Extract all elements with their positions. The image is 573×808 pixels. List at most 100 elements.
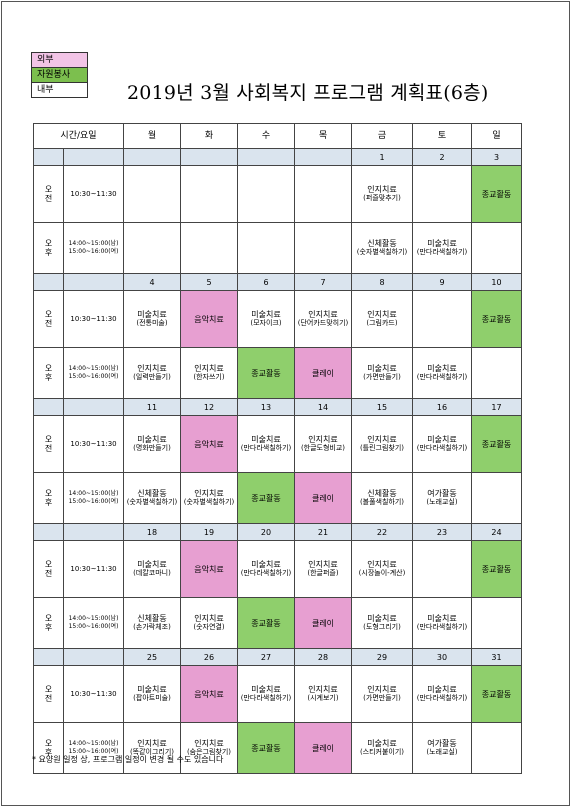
time-cell: 14:00~15:00(남) 15:00~16:00(여)	[63, 722, 124, 774]
period-char: 후	[44, 498, 53, 507]
activity-cell: 인지치료 (숫자연결)	[180, 597, 238, 649]
date-cell	[294, 148, 352, 166]
activity-detail: (만다라색칠하기)	[416, 248, 468, 256]
activity-cell: 클레이	[294, 347, 352, 399]
period-char: 오	[44, 364, 53, 373]
period-char: 후	[44, 748, 53, 757]
activity-cell	[123, 222, 181, 274]
activity-cell	[471, 347, 522, 399]
period-char: 전	[44, 444, 53, 453]
activity-detail: (숨은그림찾기)	[186, 748, 232, 756]
time-text: 10:30~11:30	[70, 439, 117, 448]
date-cell: 15	[351, 398, 413, 416]
activity-name: 신체활동	[137, 489, 167, 498]
period-char: 후	[44, 373, 53, 382]
time-text: 10:30~11:30	[70, 689, 117, 698]
time-text: 15:00~16:00(여)	[68, 248, 119, 255]
day-header: 목	[294, 123, 352, 149]
date-cell: 17	[471, 398, 522, 416]
date-cell: 19	[180, 523, 238, 541]
date-cell: 6	[237, 273, 295, 291]
activity-cell: 종교활동	[237, 472, 295, 524]
activity-cell: 신체활동 (숫자별색칠하기)	[123, 472, 181, 524]
activity-cell: 종교활동	[471, 415, 522, 473]
activity-name: 클레이	[311, 493, 335, 503]
date-cell: 21	[294, 523, 352, 541]
date-cell: 23	[412, 523, 472, 541]
legend-internal: 내부	[31, 82, 88, 98]
day-header: 월	[123, 123, 181, 149]
date-cell: 7	[294, 273, 352, 291]
activity-name: 신체활동	[367, 489, 397, 498]
activity-cell: 인지치료 (단어카드맞히기)	[294, 290, 352, 348]
activity-cell: 클레이	[294, 722, 352, 774]
activity-cell	[237, 222, 295, 274]
activity-cell: 신체활동 (숫자별색칠하기)	[351, 222, 413, 274]
period-char: 후	[44, 623, 53, 632]
activity-cell: 신체활동 (볼풀색칠하기)	[351, 472, 413, 524]
activity-detail: (한글퍼즐)	[307, 569, 339, 577]
activity-detail: (숫자별색칠하기)	[356, 248, 408, 256]
legend-external: 외부	[31, 52, 88, 68]
activity-name: 인지치료	[194, 614, 224, 623]
activity-detail: (한글도형비교)	[300, 444, 346, 452]
period-char: 오	[44, 239, 53, 248]
activity-name: 여가활동	[427, 739, 457, 748]
date-cell: 4	[123, 273, 181, 291]
activity-detail: (그림카드)	[366, 319, 398, 327]
time-cell: 10:30~11:30	[63, 290, 124, 348]
activity-name: 음악치료	[194, 564, 224, 574]
activity-detail: (만다라색칠하기)	[416, 694, 468, 702]
activity-cell: 인지치료 (시장놀이-계산)	[351, 540, 413, 598]
activity-detail: (단어카드맞히기)	[297, 319, 349, 327]
activity-name: 신체활동	[137, 614, 167, 623]
activity-cell: 인지치료 (한글도형비교)	[294, 415, 352, 473]
activity-detail: (숫자연결)	[193, 623, 225, 631]
day-header: 토	[412, 123, 472, 149]
activity-detail: (만다라색칠하기)	[416, 444, 468, 452]
activity-cell: 여가활동 (노래교실)	[412, 722, 472, 774]
activity-cell	[237, 165, 295, 223]
activity-detail: (가면만들기)	[363, 694, 401, 702]
date-row-spacer	[63, 398, 124, 416]
activity-name: 종교활동	[251, 743, 281, 753]
activity-name: 미술치료	[137, 435, 167, 444]
date-cell	[123, 148, 181, 166]
activity-cell: 신체활동 (손가락체조)	[123, 597, 181, 649]
activity-cell: 종교활동	[471, 165, 522, 223]
activity-name: 미술치료	[427, 364, 457, 373]
morning-row: 오 전 10:30~11:30 미술치료 (데칼코마니) 음악치료 미술치료 (만다라색칠하기…	[33, 540, 522, 598]
date-cell: 2	[412, 148, 472, 166]
activity-detail: (도형그리기)	[363, 623, 401, 631]
activity-cell: 종교활동	[237, 597, 295, 649]
activity-cell: 종교활동	[471, 540, 522, 598]
activity-name: 미술치료	[251, 435, 281, 444]
activity-detail: (명화만들기)	[133, 444, 171, 452]
day-header: 금	[351, 123, 413, 149]
period-char: 후	[44, 248, 53, 257]
activity-cell: 인지치료 (그림카드)	[351, 290, 413, 348]
period-char: 오	[44, 185, 53, 194]
time-cell: 14:00~15:00(남) 15:00~16:00(여)	[63, 222, 124, 274]
page-title: 2019년 3월 사회복지 프로그램 계획표(6층)	[127, 82, 489, 104]
activity-name: 미술치료	[367, 614, 397, 623]
activity-cell: 미술치료 (가면만들기)	[351, 347, 413, 399]
activity-cell	[180, 165, 238, 223]
activity-cell: 클레이	[294, 472, 352, 524]
activity-cell: 종교활동	[471, 290, 522, 348]
activity-name: 종교활동	[481, 564, 512, 574]
time-text: 15:00~16:00(여)	[68, 373, 119, 380]
activity-detail: (숫자별색칠하기)	[126, 498, 178, 506]
activity-cell	[471, 722, 522, 774]
morning-row: 오 전 10:30~11:30 미술치료 (팝아트미술) 음악치료 미술치료 (만다라색칠하기…	[33, 665, 522, 723]
legend-volunteer: 자원봉사	[31, 67, 88, 83]
activity-cell	[294, 222, 352, 274]
activity-name: 인지치료	[308, 435, 338, 444]
activity-cell: 인지치료 (한자쓰기)	[180, 347, 238, 399]
activity-detail: (손가락체조)	[133, 623, 171, 631]
